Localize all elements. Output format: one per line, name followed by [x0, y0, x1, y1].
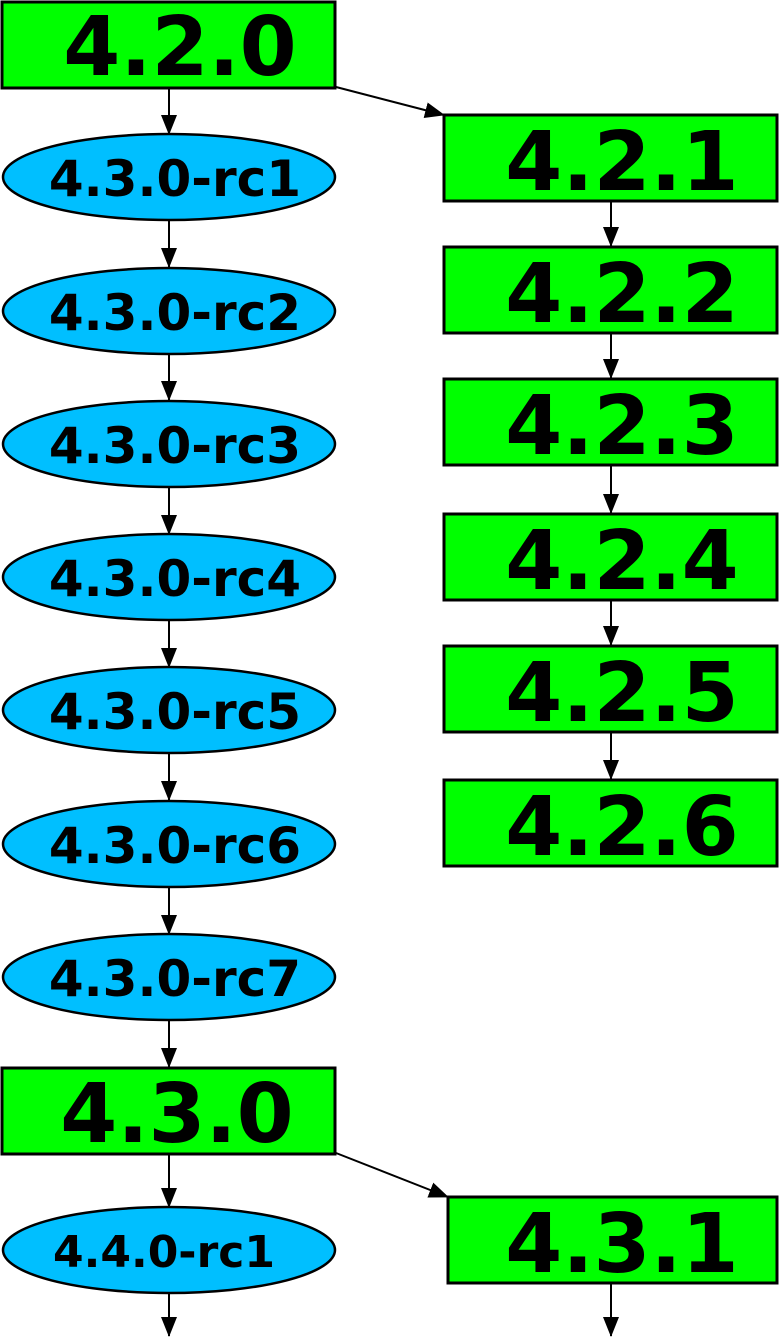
node-4-2-0: 4.2.0	[0, 0, 337, 95]
node-4-2-6: 4.2.6	[442, 778, 779, 875]
release-label: 4.2.0	[63, 0, 296, 95]
edge-420-to-421	[335, 86, 445, 118]
node-4-3-0: 4.3.0	[0, 1066, 337, 1162]
release-candidate-label: 4.3.0-rc4	[49, 550, 301, 608]
node-4-3-1: 4.3.1	[446, 1195, 779, 1292]
release-label: 4.2.4	[505, 514, 738, 609]
release-label: 4.3.1	[505, 1197, 738, 1292]
node-4-2-1: 4.2.1	[442, 113, 779, 210]
release-candidate-label: 4.3.0-rc7	[49, 950, 301, 1008]
release-box	[0, 1066, 337, 1156]
release-box	[442, 377, 779, 467]
release-label: 4.2.2	[505, 247, 738, 342]
node-4-3-0-rc7: 4.3.0-rc7	[1, 932, 337, 1022]
release-candidate-ellipse	[1, 266, 337, 356]
edges	[161, 86, 619, 1337]
node-4-3-0-rc1: 4.3.0-rc1	[1, 132, 337, 222]
release-label: 4.2.6	[505, 780, 738, 875]
release-candidate-label: 4.3.0-rc6	[49, 817, 301, 875]
release-candidate-ellipse	[1, 399, 337, 489]
release-candidate-ellipse	[1, 132, 337, 222]
node-4-3-0-rc2: 4.3.0-rc2	[1, 266, 337, 356]
release-label: 4.2.5	[505, 646, 738, 741]
release-candidate-ellipse	[1, 665, 337, 755]
node-4-2-4: 4.2.4	[442, 512, 779, 609]
release-box	[0, 0, 337, 90]
release-label: 4.3.0	[60, 1067, 293, 1162]
release-box	[442, 245, 779, 335]
release-box	[442, 113, 779, 203]
release-candidate-ellipse	[1, 532, 337, 622]
release-candidate-label: 4.4.0-rc1	[53, 1227, 275, 1278]
release-candidate-label: 4.3.0-rc5	[49, 683, 301, 741]
node-4-2-5: 4.2.5	[442, 644, 779, 741]
node-4-3-0-rc3: 4.3.0-rc3	[1, 399, 337, 489]
release-candidate-ellipse	[1, 1205, 337, 1295]
release-box	[442, 512, 779, 602]
node-4-4-0-rc1: 4.4.0-rc1	[1, 1205, 337, 1295]
release-box	[442, 644, 779, 734]
node-4-2-3: 4.2.3	[442, 377, 779, 474]
release-candidate-label: 4.3.0-rc3	[49, 417, 301, 475]
release-box	[442, 778, 779, 868]
node-4-3-0-rc5: 4.3.0-rc5	[1, 665, 337, 755]
release-candidate-label: 4.3.0-rc2	[49, 284, 301, 342]
release-box	[446, 1195, 779, 1285]
release-label: 4.2.1	[505, 115, 738, 210]
release-candidate-ellipse	[1, 799, 337, 889]
release-candidate-label: 4.3.0-rc1	[49, 150, 301, 208]
release-label: 4.2.3	[505, 379, 738, 474]
node-4-3-0-rc4: 4.3.0-rc4	[1, 532, 337, 622]
node-4-3-0-rc6: 4.3.0-rc6	[1, 799, 337, 889]
edge-430-to-431	[335, 1152, 449, 1198]
node-4-2-2: 4.2.2	[442, 245, 779, 342]
release-candidate-ellipse	[1, 932, 337, 1022]
